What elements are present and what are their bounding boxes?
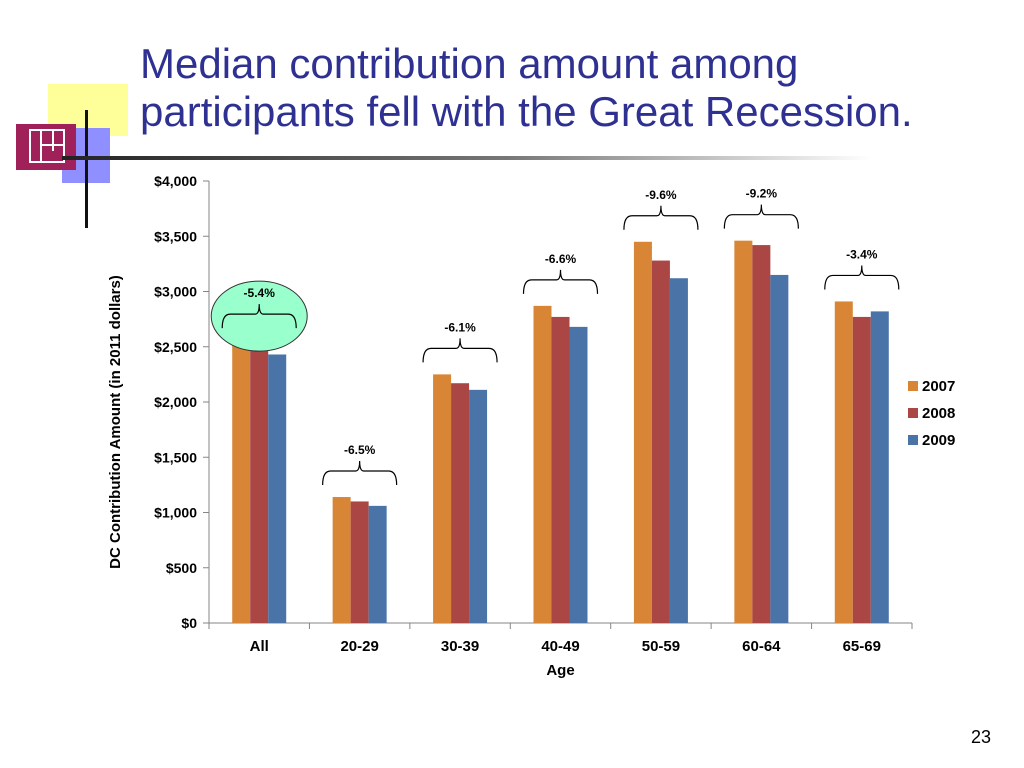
annotation-brace: [824, 265, 900, 290]
legend-swatch: [908, 381, 918, 391]
legend-label: 2007: [922, 378, 955, 395]
bar: [551, 316, 570, 623]
y-axis-title: DC Contribution Amount (in 2011 dollars): [107, 275, 124, 569]
legend-swatch: [908, 408, 918, 418]
bar: [332, 497, 351, 623]
x-tick-label: 40-49: [541, 638, 579, 655]
x-tick-label: 65-69: [843, 638, 881, 655]
decor-vertical-line: [85, 110, 88, 228]
y-tick-label: $1,000: [154, 505, 197, 521]
x-tick-label: 30-39: [441, 638, 479, 655]
y-tick-label: $3,500: [154, 228, 197, 244]
y-tick-label: $500: [166, 560, 197, 576]
annotation-label: -3.4%: [846, 247, 878, 261]
annotation-label: -6.5%: [344, 443, 376, 457]
bar: [752, 245, 771, 623]
page-number: 23: [970, 727, 991, 747]
legend-label: 2009: [922, 432, 955, 449]
annotation-highlight: [210, 280, 308, 352]
slide-title: Median contribution amount among partici…: [140, 40, 913, 135]
bar: [451, 383, 470, 623]
bar: [469, 389, 488, 623]
bar: [268, 354, 287, 623]
annotation-brace: [322, 461, 398, 486]
bar: [232, 340, 251, 623]
bar: [770, 274, 789, 623]
y-tick-label: $2,500: [154, 339, 197, 355]
legend-label: 2008: [922, 405, 955, 422]
x-axis-title: Age: [546, 662, 574, 679]
bar: [350, 501, 369, 623]
bar: [633, 241, 652, 623]
bar: [734, 240, 753, 624]
bar: [533, 305, 552, 623]
annotation-brace: [522, 269, 599, 294]
bar: [433, 374, 452, 623]
y-tick-label: $2,000: [154, 394, 197, 410]
x-tick-label: 20-29: [340, 638, 378, 655]
annotation-label: -5.4%: [244, 286, 276, 300]
annotation-brace: [221, 304, 297, 329]
bar: [852, 316, 871, 623]
bar: [368, 505, 387, 623]
building-logo-icon: [29, 129, 65, 163]
bar: [250, 348, 269, 623]
annotation-label: -6.6%: [545, 252, 577, 266]
annotation-brace: [422, 338, 498, 363]
y-tick-label: $0: [181, 615, 197, 631]
y-tick-label: $1,500: [154, 449, 197, 465]
y-tick-label: $4,000: [154, 173, 197, 189]
x-tick-label: 60-64: [742, 638, 781, 655]
bar: [569, 326, 588, 623]
x-tick-label: 50-59: [642, 638, 680, 655]
annotation-label: -9.2%: [746, 187, 778, 201]
bar: [651, 260, 670, 623]
legend-swatch: [908, 435, 918, 445]
bar-chart: $0 $500 $1,000 $1,500 $2,000 $2,500 $3,000 $3,5…: [107, 173, 955, 679]
bar: [834, 301, 853, 623]
y-tick-label: $3,000: [154, 284, 197, 300]
bar: [669, 278, 688, 623]
x-tick-label: All: [250, 638, 269, 655]
annotation-brace: [723, 204, 799, 229]
annotation-label: -6.1%: [444, 320, 476, 334]
annotation-label: -9.6%: [645, 188, 677, 202]
title-rule: [62, 156, 872, 160]
annotation-brace: [623, 205, 699, 230]
bar: [870, 311, 889, 623]
